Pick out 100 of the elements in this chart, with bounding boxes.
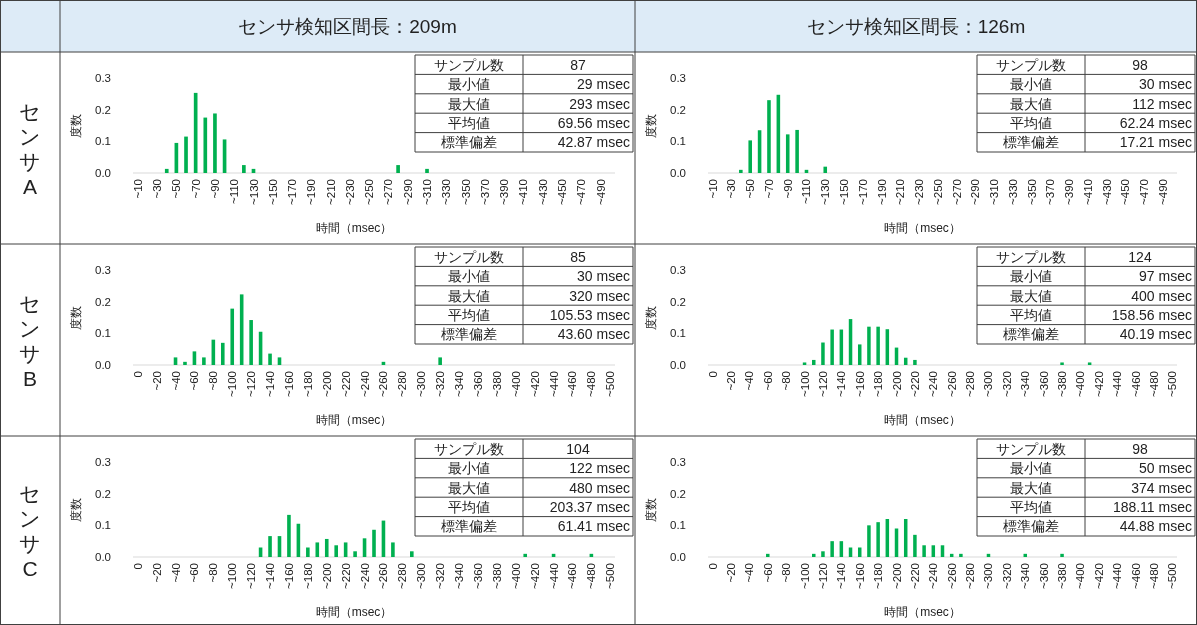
bar	[802, 362, 807, 365]
x-tick-label: ~300	[415, 371, 428, 397]
x-tick-label: ~70	[189, 179, 202, 199]
x-tick-label: ~140	[835, 371, 848, 397]
x-tick-label: ~240	[927, 371, 940, 397]
bar	[876, 522, 880, 557]
bar	[213, 113, 217, 173]
x-tick-label: ~410	[517, 179, 530, 205]
bar	[183, 361, 187, 365]
x-tick-label: ~240	[358, 371, 371, 397]
x-tick-label: ~360	[1037, 563, 1050, 589]
x-tick-label: ~490	[594, 179, 607, 205]
x-tick-label: ~400	[1074, 371, 1087, 397]
y-tick-label: 0.0	[95, 359, 111, 371]
bar	[785, 134, 790, 173]
x-tick-label: ~290	[969, 179, 982, 205]
annotation: 標準偏差	[1003, 518, 1059, 535]
x-tick-label: ~220	[908, 371, 921, 397]
annotation: 最大値	[448, 287, 490, 304]
bar	[334, 545, 338, 557]
x-tick-label: ~360	[1037, 371, 1050, 397]
annotation: 203.37 msec	[549, 498, 630, 515]
x-tick-label: ~390	[498, 179, 511, 205]
x-axis-title: 時間（msec）	[315, 221, 393, 235]
y-tick-label: 0.3	[670, 72, 686, 84]
y-tick-label: 0.3	[670, 456, 686, 468]
text: センサC	[19, 482, 41, 580]
bar	[242, 165, 246, 173]
x-tick-label: ~110	[800, 179, 813, 205]
x-tick-label: ~210	[894, 179, 907, 205]
x-tick-label: ~240	[927, 563, 940, 589]
y-tick-label: 0.0	[95, 167, 111, 179]
x-tick-label: ~340	[453, 371, 466, 397]
x-tick-label: 0	[706, 563, 719, 570]
x-tick-label: ~320	[434, 563, 447, 589]
x-tick-label: ~150	[838, 179, 851, 205]
y-axis-title: 度数	[644, 497, 658, 522]
text: サンプル数	[996, 440, 1066, 457]
x-tick-label: ~230	[913, 179, 926, 205]
y-tick-label: 0.2	[95, 295, 111, 308]
x-tick-label: ~260	[945, 371, 958, 397]
annotation: 29 msec	[577, 76, 630, 93]
x-tick-label: ~100	[226, 371, 239, 397]
x-tick-label: ~20	[724, 563, 737, 583]
x-tick-label: ~500	[1166, 563, 1179, 589]
x-tick-label: ~10	[131, 179, 144, 199]
bar	[823, 166, 828, 173]
annotation: 122 msec	[569, 460, 630, 477]
x-tick-label: ~80	[207, 563, 220, 583]
x-tick-label: 0	[131, 371, 144, 378]
annotation: 最小値	[448, 460, 490, 477]
annotation: 61.41 msec	[557, 518, 630, 535]
x-tick-label: ~60	[188, 371, 201, 391]
x-tick-label: ~80	[780, 371, 793, 391]
text: センサA	[19, 99, 41, 198]
x-tick-label: ~90	[208, 179, 221, 199]
x-tick-label: ~120	[816, 563, 829, 589]
chart-title: センサ検知区間長：209m	[238, 16, 457, 37]
x-tick-label: ~300	[982, 563, 995, 589]
x-tick-label: ~80	[780, 563, 793, 583]
bar	[867, 326, 871, 365]
y-axis-title: 度数	[69, 305, 83, 330]
x-tick-label: ~90	[781, 179, 794, 199]
bar	[1060, 362, 1064, 365]
x-tick-label: 0	[131, 563, 144, 570]
x-tick-label: ~420	[528, 563, 541, 589]
x-tick-label: ~500	[604, 371, 617, 397]
x-tick-label: ~130	[247, 179, 260, 205]
x-tick-label: ~10	[706, 179, 719, 199]
annotation: 188.11 msec	[1112, 498, 1192, 515]
annotation: 標準偏差	[441, 326, 497, 343]
annotation: 最大値	[448, 95, 490, 112]
bar	[425, 168, 429, 173]
bar	[315, 542, 320, 557]
y-tick-label: 0.1	[95, 519, 111, 532]
bar	[830, 329, 834, 365]
x-tick-label: ~130	[819, 179, 832, 205]
text: 104	[566, 440, 590, 457]
x-axis-title: 時間（msec）	[315, 605, 393, 619]
annotation: 標準偏差	[1003, 134, 1059, 151]
bar	[812, 553, 816, 557]
y-tick-label: 0.0	[670, 359, 686, 371]
x-tick-label: ~430	[1100, 179, 1113, 205]
y-tick-label: 0.2	[95, 103, 111, 116]
x-tick-label: ~50	[744, 179, 757, 199]
annotation: 374 msec	[1131, 479, 1192, 496]
y-tick-label: 0.2	[670, 487, 686, 500]
bar	[830, 541, 834, 557]
x-tick-label: ~440	[547, 563, 560, 589]
x-tick-label: ~310	[988, 179, 1001, 205]
x-tick-label: ~210	[324, 179, 337, 205]
x-tick-label: ~160	[853, 371, 866, 397]
x-tick-label: ~180	[301, 371, 314, 397]
bar	[230, 308, 235, 365]
x-tick-label: ~460	[1129, 371, 1142, 397]
x-tick-label: ~400	[509, 371, 522, 397]
annotation: 最大値	[448, 479, 490, 496]
x-tick-label: ~350	[459, 179, 472, 205]
x-tick-label: ~460	[1129, 563, 1142, 589]
x-tick-label: ~120	[245, 371, 258, 397]
